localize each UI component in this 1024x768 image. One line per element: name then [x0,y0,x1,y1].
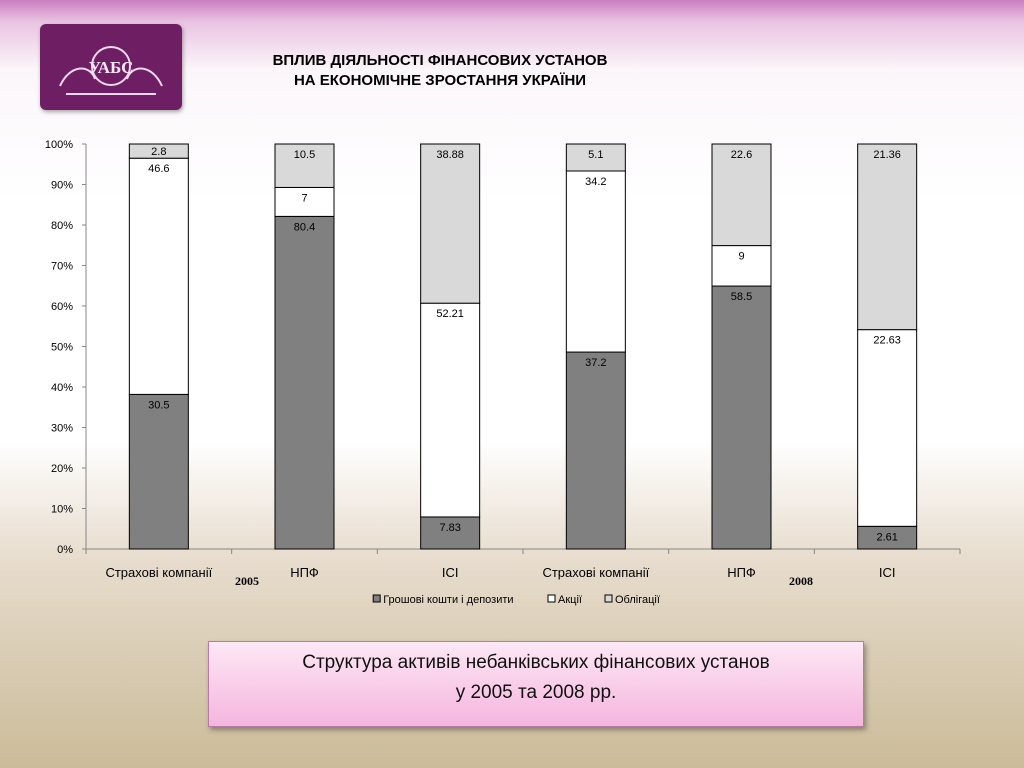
bar-segment [274,143,335,188]
data-label: 52.21 [436,308,464,320]
data-label: 9 [738,251,744,263]
slide-title-line-2: НА ЕКОНОМІЧНЕ ЗРОСТАННЯ УКРАЇНИ [293,72,587,89]
legend-swatch [372,594,381,603]
data-label: 22.6 [731,149,752,161]
data-label: 5.1 [588,149,603,161]
caption-box: Структура активів небанківських фінансов… [208,641,864,727]
data-label: 7 [301,192,307,204]
data-label: 30.5 [148,399,169,411]
y-tick-label: 50% [51,342,73,354]
data-label: 2.8 [151,146,166,158]
bar-segment [128,143,189,159]
data-label: 46.6 [148,163,169,175]
x-group-label: 2005 [235,574,259,588]
data-label: 37.2 [585,357,606,369]
data-label: 80.4 [294,221,315,233]
y-tick-label: 70% [51,261,73,273]
y-tick-label: 80% [51,220,73,232]
x-category-label: Страхові компанії [542,565,649,580]
data-label: 38.88 [436,149,464,161]
bar-segment [565,170,626,353]
bar-segment [420,143,481,304]
bar-segment [857,143,918,331]
bar-segment [711,143,772,247]
caption-line-2: у 2005 та 2008 рр. [455,682,617,703]
stacked-bar-chart: 0% 10% 20% 30% 40% 50% 60% 70% 80% 90% 100% 30.5 46.… [45,139,961,606]
legend-label: Облігації [615,594,660,606]
x-category-label: ІСІ [879,565,896,580]
logo: УАБС [40,24,182,110]
caption-line-1: Структура активів небанківських фінансов… [302,652,770,673]
logo-emblem-icon: УАБС [59,46,163,95]
y-tick-label: 40% [51,382,73,394]
y-tick-label: 60% [51,301,73,313]
legend-swatch [604,594,613,603]
y-tick-label: 10% [51,504,73,516]
y-tick-label: 30% [51,423,73,435]
data-label: 21.36 [873,149,901,161]
x-category-label: Страхові компанії [105,565,212,580]
y-tick-label: 90% [51,180,73,192]
legend-label: Грошові кошти і депозити [383,594,513,606]
bar-segment [565,351,626,550]
x-group-label: 2008 [789,574,813,588]
bar-segment [711,285,772,550]
y-tick-label: 20% [51,463,73,475]
logo-text: УАБС [89,58,134,77]
data-label: 22.63 [873,335,901,347]
x-category-label: ІСІ [442,565,459,580]
legend-swatch [547,594,556,603]
bar-segment [420,516,481,550]
bar-segment [274,215,335,550]
x-category-label: НПФ [290,565,319,580]
data-label: 7.83 [439,522,460,534]
slide-title: ВПЛИВ ДІЯЛЬНОСТІ ФІНАНСОВИХ УСТАНОВ НА Е… [200,51,680,91]
slide-title-line-1: ВПЛИВ ДІЯЛЬНОСТІ ФІНАНСОВИХ УСТАНОВ [272,52,608,69]
data-label: 10.5 [294,149,315,161]
data-label: 34.2 [585,176,606,188]
bar-segment [857,329,918,527]
x-category-label: НПФ [727,565,756,580]
bar-segment [711,245,772,287]
data-label: 2.61 [876,531,897,543]
bar-segment [128,157,189,395]
y-tick-label: 0% [57,544,73,556]
y-tick-label: 100% [45,139,73,151]
bar-segment [128,393,189,550]
data-label: 58.5 [731,291,752,303]
bar-segment [274,186,335,217]
bar-segment [420,302,481,518]
bar-segment [565,143,626,172]
legend-label: Акції [558,594,582,606]
